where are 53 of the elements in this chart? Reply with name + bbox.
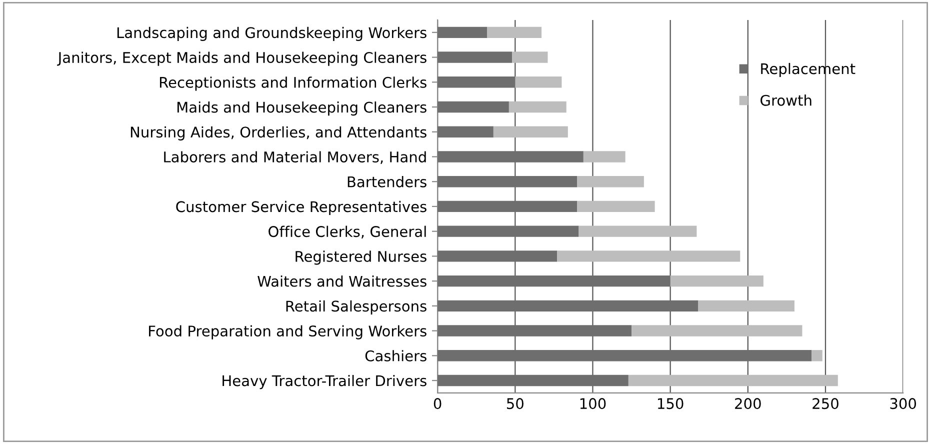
bar	[438, 250, 558, 262]
bar	[438, 374, 628, 386]
bar	[438, 200, 578, 212]
bar	[632, 325, 802, 336]
y-tick-label: Office Clerks, General	[268, 226, 426, 239]
bar	[508, 101, 566, 113]
y-tick-label: Landscaping and Groundskeeping Workers	[117, 26, 426, 41]
bar	[438, 176, 578, 188]
x-tick-label: 300	[890, 398, 916, 410]
bar	[438, 325, 632, 336]
y-tick-label: Nursing Aides, Orderlies, and Attendants	[130, 126, 426, 140]
bar	[487, 26, 542, 38]
bar	[577, 176, 644, 188]
bar	[438, 350, 812, 362]
x-tick-label: 250	[812, 398, 838, 410]
x-tick-label: 0	[434, 398, 442, 410]
bar	[438, 275, 670, 287]
bar	[577, 200, 655, 212]
bar	[583, 151, 626, 162]
y-tick-label: Customer Service Representatives	[176, 200, 426, 216]
y-tick-label: Retail Salespersons	[286, 300, 426, 314]
y-tick-label: Maids and Housekeeping Cleaners	[177, 101, 426, 116]
bar	[438, 101, 509, 113]
y-tick-label: Heavy Tractor-Trailer Drivers	[222, 374, 426, 390]
y-tick-label: Registered Nurses	[296, 250, 426, 265]
bar	[438, 151, 584, 162]
y-tick-label: Waiters and Waitresses	[258, 276, 426, 287]
bar	[493, 126, 568, 138]
bar	[557, 250, 740, 262]
bar	[628, 374, 838, 386]
y-tick-label: Janitors, Except Maids and Housekeeping Cleaners	[57, 52, 426, 66]
x-tick-label: 150	[658, 398, 684, 410]
bar	[438, 126, 494, 138]
y-tick-label: Cashiers	[365, 350, 426, 362]
x-tick-label: 100	[580, 398, 606, 410]
bar	[438, 226, 579, 237]
y-tick-label: Food Preparation and Serving Workers	[149, 325, 426, 340]
bar	[438, 26, 488, 38]
bar	[438, 76, 516, 88]
bar	[578, 226, 697, 237]
bar	[698, 300, 794, 312]
bar	[515, 76, 562, 88]
x-tick-label: 200	[735, 398, 761, 410]
bar	[438, 300, 698, 312]
bar	[438, 52, 512, 63]
y-tick-label: Bartenders	[348, 176, 426, 188]
legend-label: Growth	[760, 94, 812, 106]
bar	[812, 350, 822, 362]
x-tick-label: 50	[507, 398, 524, 410]
bar	[512, 52, 548, 63]
y-tick-label: Receptionists and Information Clerks	[160, 76, 426, 91]
bar	[670, 275, 764, 287]
y-tick-label: Laborers and Material Movers, Hand	[164, 151, 426, 164]
